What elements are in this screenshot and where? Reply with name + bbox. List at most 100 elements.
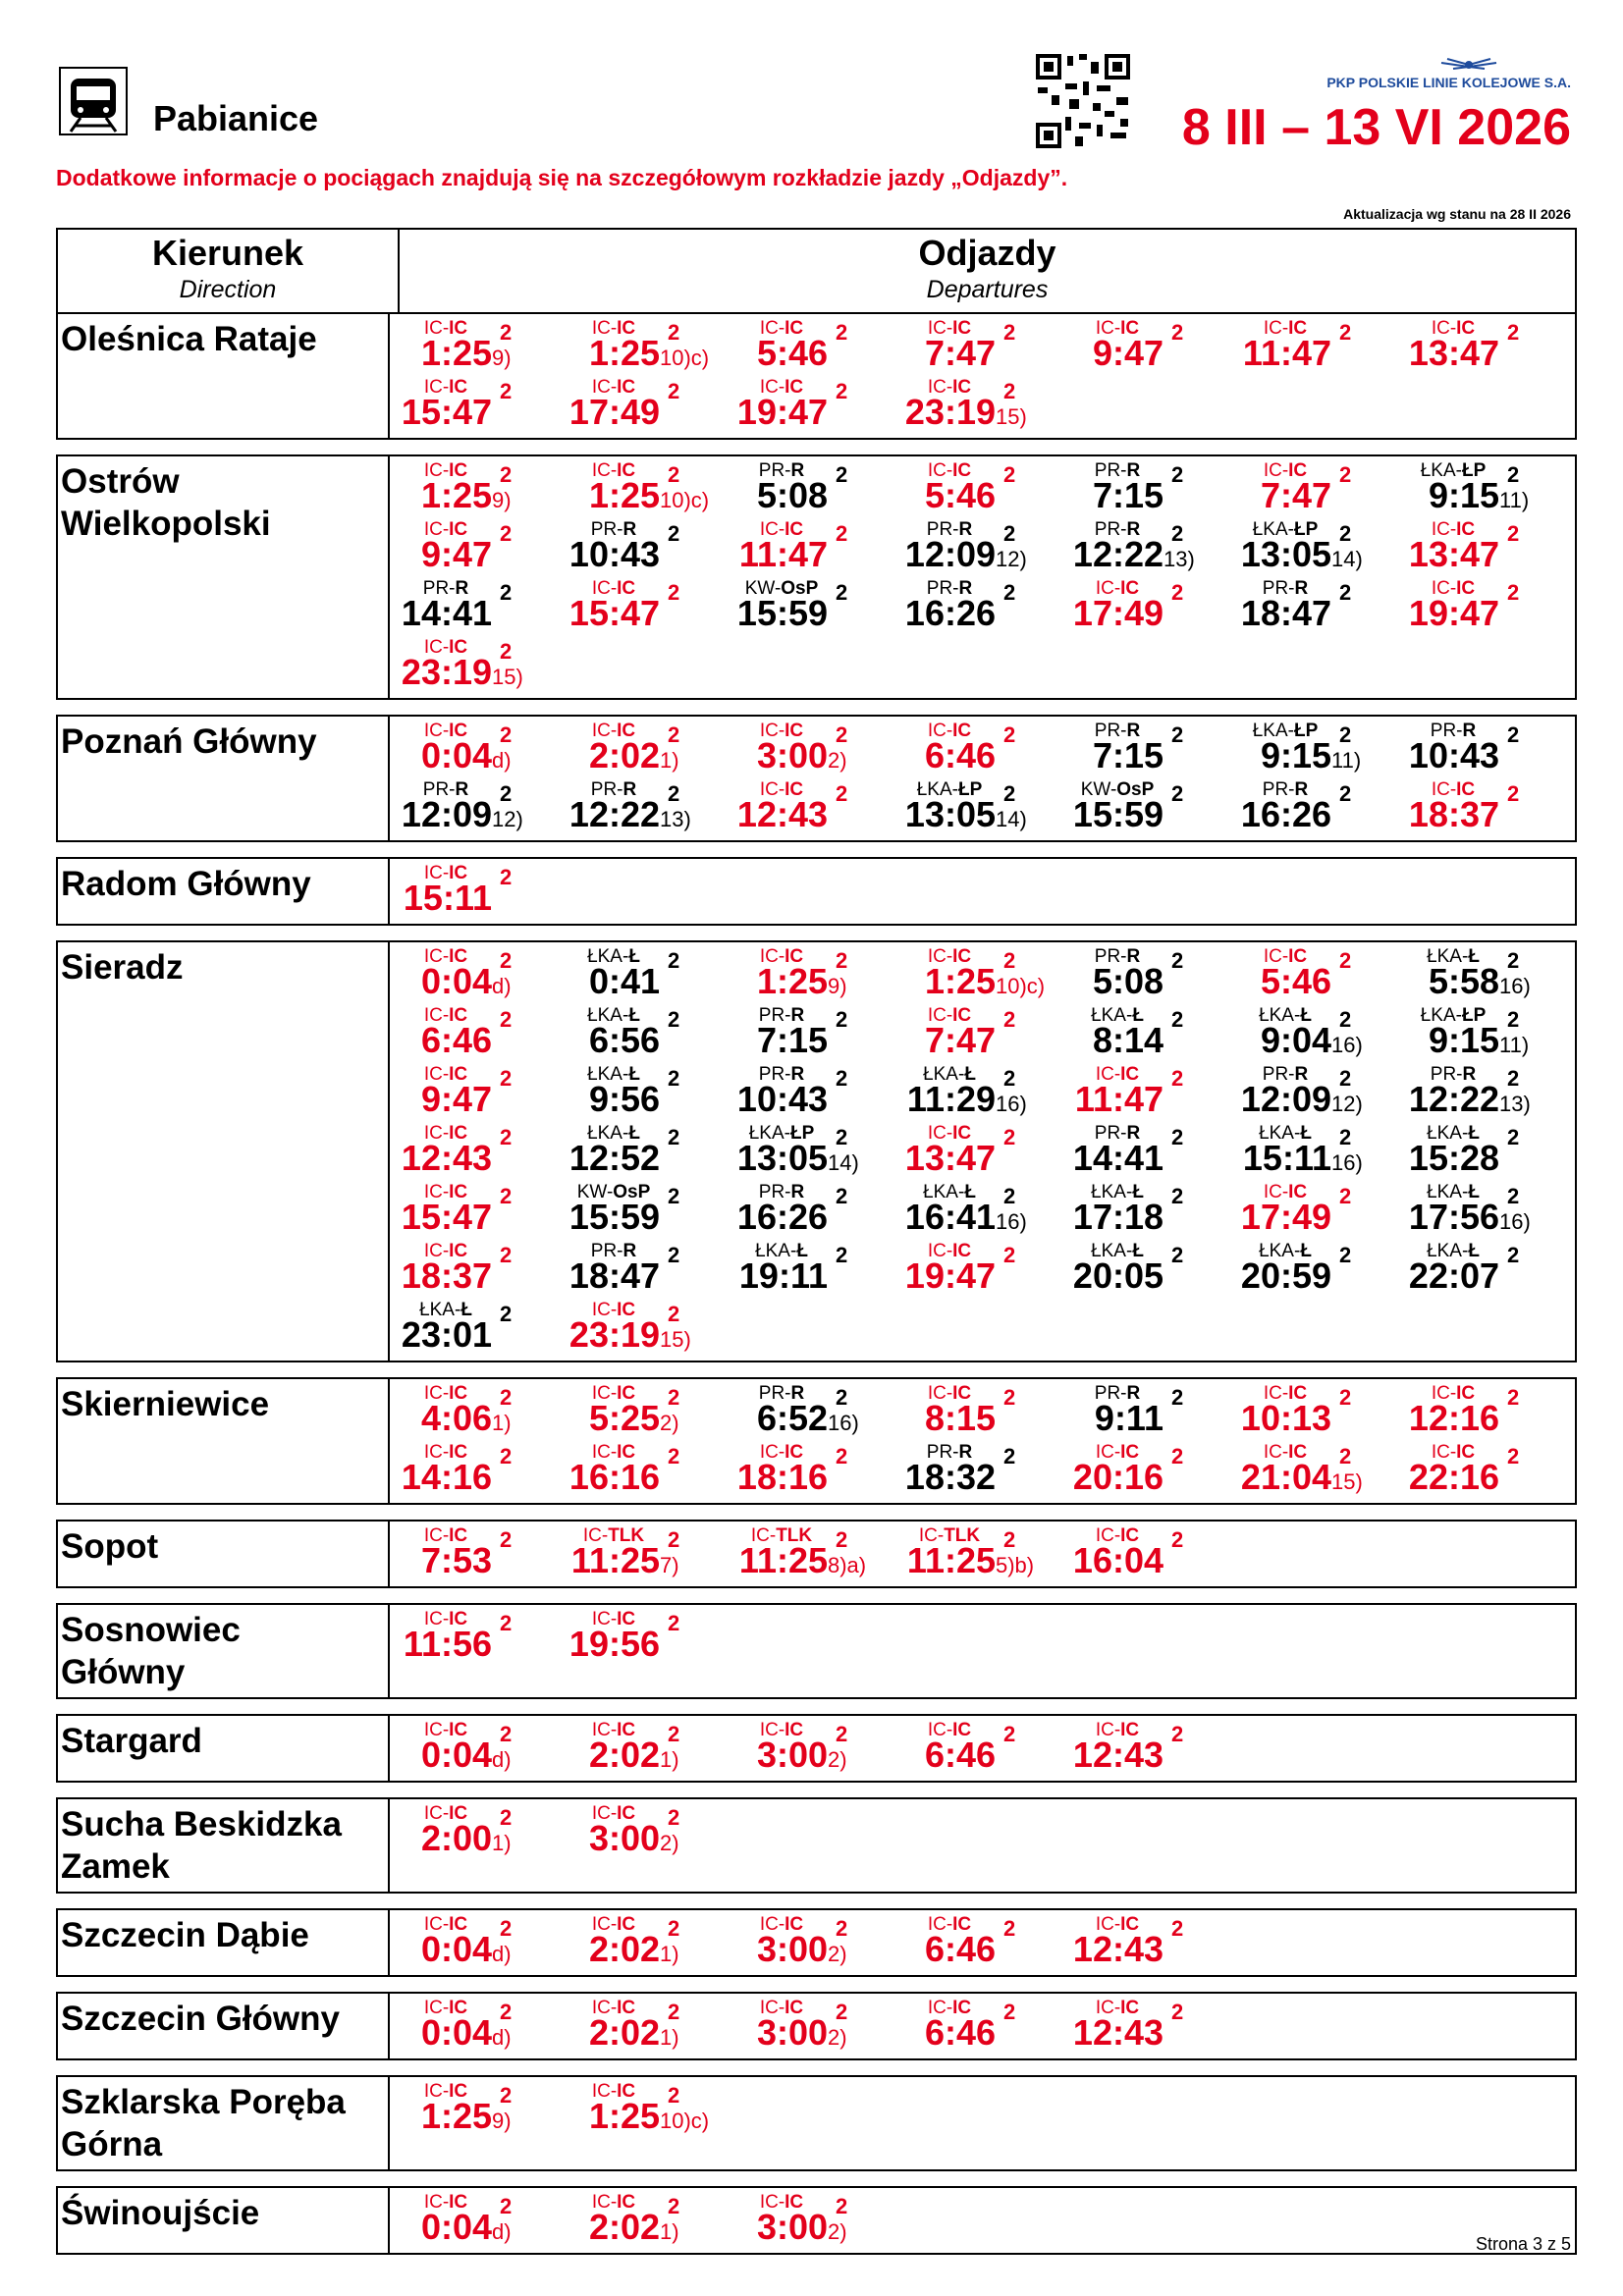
class: 2 xyxy=(500,1302,513,1326)
qr-code xyxy=(1036,54,1130,148)
departure: IC-IC 2 4:061) xyxy=(400,1381,568,1440)
operator: IC- xyxy=(927,318,953,339)
train-category: IC-IC xyxy=(735,779,828,801)
category: IC xyxy=(1288,1442,1308,1463)
category: R xyxy=(1462,721,1477,741)
operator: ŁKA- xyxy=(1091,1241,1133,1261)
footnote: 16) xyxy=(996,1092,1027,1116)
footnote: 2) xyxy=(660,1831,679,1855)
time: 2:02 xyxy=(588,1735,660,1775)
class: 2 xyxy=(500,1125,513,1149)
class: 2 xyxy=(500,521,513,546)
destination-cell: Sosnowiec Główny xyxy=(58,1605,390,1697)
departure: IC-IC 2 6:46 xyxy=(903,719,1071,777)
category: IC xyxy=(617,318,636,339)
train-category: PR-R xyxy=(1239,779,1331,801)
footnote: 15) xyxy=(492,665,523,689)
departures: IC-IC 2 0:04d) IC-IC 2 2:021) IC-IC 2 3:002) IC-I… xyxy=(390,1910,1575,1975)
category: IC xyxy=(952,721,972,741)
class: 2 xyxy=(1507,1007,1520,1032)
time: 7:47 xyxy=(924,333,996,373)
update-note: Aktualizacja wg stanu na 28 II 2026 xyxy=(1343,206,1571,222)
class: 2 xyxy=(1507,1385,1520,1410)
departure: KW-OsP 2 15:59 xyxy=(735,576,903,635)
category: IC xyxy=(617,1383,636,1404)
departure: IC-IC 2 13:47 xyxy=(1407,316,1575,375)
departure-time: 16:4116) xyxy=(903,1199,1027,1236)
train-category: PR-R xyxy=(735,1005,828,1027)
operator: IC- xyxy=(759,519,785,540)
category: IC xyxy=(617,1442,636,1463)
departure-time: 0:04d) xyxy=(400,2209,512,2246)
departure-time: 12:43 xyxy=(400,1140,492,1177)
time: 1:25 xyxy=(924,961,996,1001)
departures: IC-IC 2 4:061) IC-IC 2 5:252) PR-R 2 6:5216) IC-I… xyxy=(390,1379,1575,1503)
time: 7:15 xyxy=(756,1020,828,1060)
departure-time: 2:021) xyxy=(568,1736,679,1774)
train-category: IC-IC xyxy=(735,721,828,742)
operator: PR- xyxy=(590,1241,623,1261)
time: 1:25 xyxy=(588,2096,660,2136)
operator: IC- xyxy=(1431,578,1457,599)
departure-time: 18:47 xyxy=(568,1257,660,1295)
departure: PR-R 2 16:26 xyxy=(735,1180,903,1239)
class: 2 xyxy=(1339,1066,1352,1091)
destination-name: Oleśnica Rataje xyxy=(61,320,317,358)
footnote: 10)c) xyxy=(660,488,710,512)
departure: PR-R 2 5:08 xyxy=(735,458,903,517)
class: 2 xyxy=(1171,462,1184,487)
departure-time: 17:49 xyxy=(1071,595,1163,632)
time: 17:49 xyxy=(568,392,660,432)
departure-time: 1:2510)c) xyxy=(568,335,709,372)
departure-time: 11:257) xyxy=(568,1542,679,1579)
departure-time: 13:47 xyxy=(903,1140,996,1177)
operator: IC- xyxy=(927,1998,953,2018)
departure-time: 15:11 xyxy=(400,880,492,917)
time: 13:05 xyxy=(736,1138,828,1178)
operator: IC- xyxy=(927,1241,953,1261)
train-category: IC-IC xyxy=(903,318,996,340)
departure-time: 9:56 xyxy=(568,1081,660,1118)
departure: ŁKA-Ł 2 17:18 xyxy=(1071,1180,1239,1239)
departure-time: 13:0514) xyxy=(735,1140,859,1177)
footnote: 9) xyxy=(492,346,512,370)
train-category: IC-IC xyxy=(568,2081,660,2103)
departure: IC-IC 2 3:002) xyxy=(735,1996,903,2055)
time: 12:43 xyxy=(401,1138,492,1178)
time: 12:43 xyxy=(1072,1929,1163,1969)
category: R xyxy=(790,1005,805,1026)
operator: IC- xyxy=(423,1241,450,1261)
departure-time: 2:001) xyxy=(400,1820,512,1857)
departure: ŁKA-ŁP 2 13:0514) xyxy=(1239,517,1407,576)
class: 2 xyxy=(668,722,680,747)
class: 2 xyxy=(836,2000,848,2024)
class: 2 xyxy=(1339,320,1352,345)
category: IC xyxy=(617,2192,636,2213)
operator: PR- xyxy=(926,519,959,540)
train-category: IC-IC xyxy=(903,460,996,482)
time: 12:52 xyxy=(568,1138,660,1178)
time: 9:56 xyxy=(588,1079,660,1119)
class: 2 xyxy=(668,580,680,605)
category: Ł xyxy=(1300,1123,1312,1144)
category: IC xyxy=(449,1241,468,1261)
category: IC xyxy=(952,1123,972,1144)
train-category: ŁKA-Ł xyxy=(903,1064,996,1086)
departure-time: 20:05 xyxy=(1071,1257,1163,1295)
departure-time: 18:47 xyxy=(1239,595,1331,632)
time: 12:09 xyxy=(904,534,996,574)
category: ŁP xyxy=(957,779,983,800)
train-category: IC-IC xyxy=(400,460,492,482)
departure-time: 19:47 xyxy=(903,1257,996,1295)
destination-name: Sucha Beskidzka xyxy=(61,1805,342,1843)
category: IC xyxy=(784,1998,804,2018)
time: 15:47 xyxy=(401,392,492,432)
class: 2 xyxy=(500,639,513,664)
train-category: IC-IC xyxy=(735,1998,828,2019)
departure: IC-IC 2 7:47 xyxy=(903,1003,1071,1062)
category: IC xyxy=(952,377,972,398)
departure-time: 14:16 xyxy=(400,1459,492,1496)
departure: PR-R 2 18:32 xyxy=(903,1440,1071,1499)
departure-time: 11:47 xyxy=(1239,335,1331,372)
class: 2 xyxy=(1171,2000,1184,2024)
